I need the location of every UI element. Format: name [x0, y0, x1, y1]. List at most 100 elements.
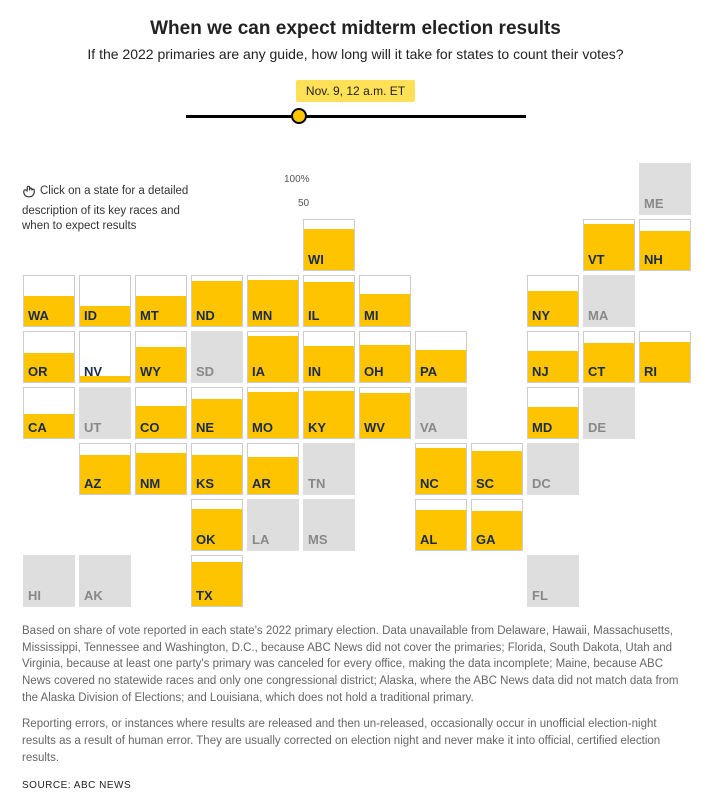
state-label: OK [196, 532, 216, 547]
hint-body: Click on a state for a detailed descript… [22, 185, 188, 232]
page-subtitle: If the 2022 primaries are any guide, how… [22, 46, 689, 62]
state-cell-vt[interactable]: VT [582, 218, 636, 272]
state-label: NV [84, 364, 102, 379]
state-cell-mt[interactable]: MT [134, 274, 188, 328]
state-label: PA [420, 364, 437, 379]
state-cell-ny[interactable]: NY [526, 274, 580, 328]
state-cell-az[interactable]: AZ [78, 442, 132, 496]
state-label: NY [532, 308, 550, 323]
state-cell-nv[interactable]: NV [78, 330, 132, 384]
state-cell-nm[interactable]: NM [134, 442, 188, 496]
state-cell-dc[interactable]: DC [526, 442, 580, 496]
state-cell-wa[interactable]: WA [22, 274, 76, 328]
state-label: CA [28, 420, 47, 435]
state-label: NC [420, 476, 439, 491]
state-label: TX [196, 588, 213, 603]
state-cell-ma[interactable]: MA [582, 274, 636, 328]
state-cell-nc[interactable]: NC [414, 442, 468, 496]
state-cell-mn[interactable]: MN [246, 274, 300, 328]
state-cell-id[interactable]: ID [78, 274, 132, 328]
state-label: MN [252, 308, 272, 323]
page-title: When we can expect midterm election resu… [22, 18, 689, 40]
state-cell-ct[interactable]: CT [582, 330, 636, 384]
state-cell-ak[interactable]: AK [78, 554, 132, 608]
state-label: MO [252, 420, 273, 435]
slider-line [186, 115, 526, 118]
axis-label: 50 [298, 198, 309, 209]
state-label: ND [196, 308, 215, 323]
state-cell-il[interactable]: IL [302, 274, 356, 328]
state-label: HI [28, 588, 41, 603]
state-label: WA [28, 308, 49, 323]
state-label: AK [84, 588, 103, 603]
state-cell-nd[interactable]: ND [190, 274, 244, 328]
state-cell-wv[interactable]: WV [358, 386, 412, 440]
state-cell-sc[interactable]: SC [470, 442, 524, 496]
footnote-2: Reporting errors, or instances where res… [22, 716, 689, 766]
state-label: NM [140, 476, 160, 491]
state-label: SD [196, 364, 214, 379]
state-cell-mo[interactable]: MO [246, 386, 300, 440]
state-label: NE [196, 420, 214, 435]
state-cell-fl[interactable]: FL [526, 554, 580, 608]
state-label: CT [588, 364, 605, 379]
state-label: AR [252, 476, 271, 491]
source-line: SOURCE: ABC NEWS [22, 780, 689, 791]
state-cell-ca[interactable]: CA [22, 386, 76, 440]
state-cell-tx[interactable]: TX [190, 554, 244, 608]
state-cell-ne[interactable]: NE [190, 386, 244, 440]
state-cell-nh[interactable]: NH [638, 218, 692, 272]
state-cell-in[interactable]: IN [302, 330, 356, 384]
state-cell-wy[interactable]: WY [134, 330, 188, 384]
state-cell-ms[interactable]: MS [302, 498, 356, 552]
state-cell-oh[interactable]: OH [358, 330, 412, 384]
state-cell-ar[interactable]: AR [246, 442, 300, 496]
state-cell-ut[interactable]: UT [78, 386, 132, 440]
state-label: OH [364, 364, 384, 379]
state-cell-ks[interactable]: KS [190, 442, 244, 496]
state-cell-ri[interactable]: RI [638, 330, 692, 384]
state-cell-mi[interactable]: MI [358, 274, 412, 328]
state-cell-wi[interactable]: WI [302, 218, 356, 272]
footnote-1: Based on share of vote reported in each … [22, 623, 689, 706]
state-label: CO [140, 420, 160, 435]
state-label: UT [84, 420, 101, 435]
state-cell-la[interactable]: LA [246, 498, 300, 552]
state-label: WI [308, 252, 324, 267]
state-cell-ia[interactable]: IA [246, 330, 300, 384]
state-cell-al[interactable]: AL [414, 498, 468, 552]
state-label: DE [588, 420, 606, 435]
state-cell-pa[interactable]: PA [414, 330, 468, 384]
state-label: GA [476, 532, 496, 547]
state-label: VT [588, 252, 605, 267]
state-cell-or[interactable]: OR [22, 330, 76, 384]
state-cell-ok[interactable]: OK [190, 498, 244, 552]
state-label: NH [644, 252, 663, 267]
hint-text: Click on a state for a detailed descript… [22, 184, 192, 235]
state-label: ID [84, 308, 97, 323]
slider-handle[interactable] [291, 108, 307, 124]
state-label: MS [308, 532, 328, 547]
state-cell-hi[interactable]: HI [22, 554, 76, 608]
state-cell-de[interactable]: DE [582, 386, 636, 440]
state-cell-ga[interactable]: GA [470, 498, 524, 552]
slider-label: Nov. 9, 12 a.m. ET [296, 80, 415, 102]
state-label: TN [308, 476, 325, 491]
state-cell-md[interactable]: MD [526, 386, 580, 440]
slider-track[interactable] [186, 106, 526, 126]
state-cell-va[interactable]: VA [414, 386, 468, 440]
state-cell-sd[interactable]: SD [190, 330, 244, 384]
state-cell-ky[interactable]: KY [302, 386, 356, 440]
state-label: IL [308, 308, 320, 323]
state-cell-me[interactable]: ME [638, 162, 692, 216]
state-label: IA [252, 364, 265, 379]
state-label: AL [420, 532, 437, 547]
state-cell-nj[interactable]: NJ [526, 330, 580, 384]
state-label: MI [364, 308, 378, 323]
state-cell-tn[interactable]: TN [302, 442, 356, 496]
axis-label: 100% [284, 174, 310, 185]
state-label: WY [140, 364, 161, 379]
state-label: MA [588, 308, 608, 323]
state-label: IN [308, 364, 321, 379]
state-cell-co[interactable]: CO [134, 386, 188, 440]
